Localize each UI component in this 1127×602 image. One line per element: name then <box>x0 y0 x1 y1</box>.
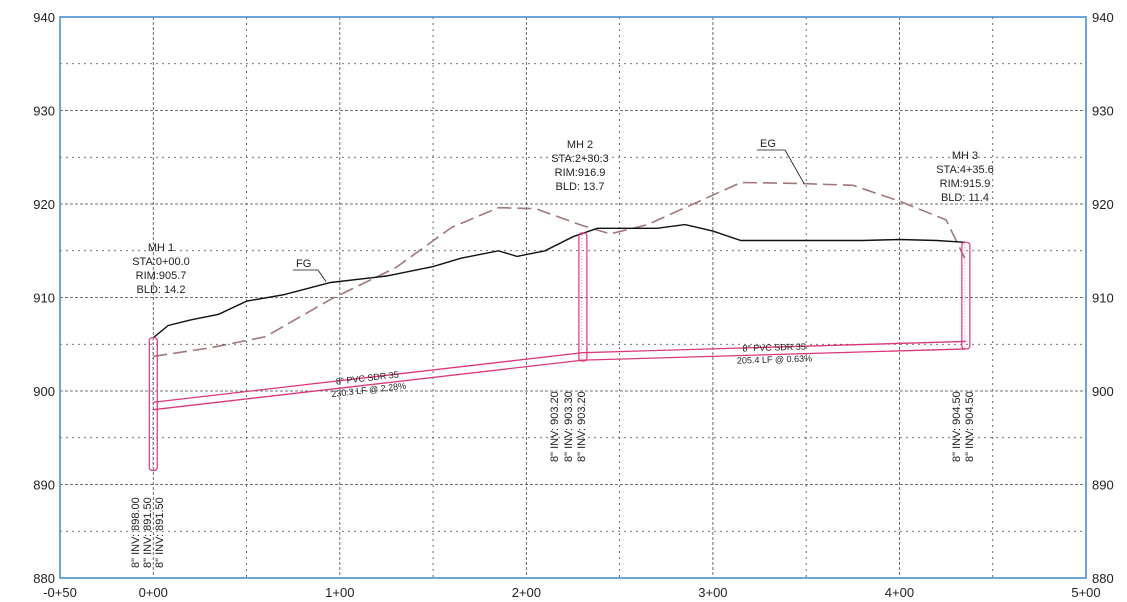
invert-label: 8" INV: 904.50 <box>964 391 976 462</box>
y-tick-label-right: 910 <box>1092 291 1114 306</box>
eg-label: EG <box>760 138 776 150</box>
y-tick-label-left: 900 <box>33 384 55 399</box>
y-tick-label-left: 920 <box>33 197 55 212</box>
x-tick-label: 0+00 <box>139 585 168 600</box>
pipe-label-spec: 8" PVC SDR 35 <box>742 342 806 354</box>
pipe-line <box>582 348 966 361</box>
manhole-bld: BLD: 11.4 <box>941 192 989 204</box>
invert-label: 8" INV: 904.50 <box>951 391 963 462</box>
fg-label: FG <box>296 258 311 270</box>
x-tick-label: -0+50 <box>43 585 77 600</box>
x-tick-label: 1+00 <box>325 585 354 600</box>
y-tick-label-left: 880 <box>33 571 55 586</box>
invert-label: 8" INV: 898.00 <box>130 497 142 568</box>
invert-label: 8" INV: 891.50 <box>142 497 154 568</box>
invert-label: 8" INV: 891.50 <box>154 497 166 568</box>
pipe-line <box>153 359 583 411</box>
manhole-name: MH 1 <box>148 242 174 254</box>
manhole-station: STA:0+00.0 <box>132 256 190 268</box>
manholes-group <box>148 232 971 472</box>
plot-frame <box>59 16 1087 579</box>
x-tick-label: 2+00 <box>512 585 541 600</box>
existing-grade-line <box>153 181 966 358</box>
y-tick-label-right: 880 <box>1092 571 1114 586</box>
y-tick-label-right: 920 <box>1092 197 1114 212</box>
manhole-structure <box>148 337 158 472</box>
manhole-bld: BLD: 14.2 <box>137 284 186 296</box>
manhole-structure <box>961 241 971 350</box>
manhole-structure <box>578 232 588 362</box>
y-tick-label-right: 930 <box>1092 104 1114 119</box>
fg-leader <box>317 269 327 282</box>
manhole-name: MH 2 <box>567 139 593 151</box>
existing-grade-group <box>153 181 966 358</box>
finished-grade-line <box>152 223 965 339</box>
labels-group: MH 1 STA:0+00.0 RIM:905.7 BLD: 14.2 MH 2 STA:… <box>130 138 994 568</box>
manhole-rim: RIM:916.9 <box>555 167 606 179</box>
pipe-line <box>582 340 966 354</box>
x-tick-label: 4+00 <box>885 585 914 600</box>
invert-label: 8" INV: 903.20 <box>576 391 588 462</box>
y-tick-label-right: 890 <box>1092 478 1114 493</box>
x-tick-label: 5+00 <box>1071 585 1100 600</box>
x-axis-ticks: -0+50 0+00 1+00 2+00 3+00 4+00 5+00 <box>43 585 1100 600</box>
x-tick-label: 3+00 <box>698 585 727 600</box>
y-axis-ticks: 940 930 920 910 900 890 880 940 930 920 910 900 890 8… <box>33 10 1113 586</box>
pipe-line <box>153 352 583 403</box>
pipe-label-length: 205.4 LF @ 0.63% <box>737 353 812 365</box>
invert-label: 8" INV: 903.20 <box>549 391 561 462</box>
manhole-rim: RIM:915.9 <box>940 178 991 190</box>
manhole-station: STA:2+30.3 <box>551 153 609 165</box>
y-tick-label-left: 910 <box>33 291 55 306</box>
manhole-station: STA:4+35.6 <box>936 164 994 176</box>
manhole-rim: RIM:905.7 <box>136 270 187 282</box>
y-tick-label-left: 940 <box>33 10 55 25</box>
manhole-name: MH 3 <box>952 150 978 162</box>
y-tick-label-right: 900 <box>1092 384 1114 399</box>
invert-label: 8" INV: 903.30 <box>563 391 575 462</box>
manhole-bld: BLD: 13.7 <box>556 181 605 193</box>
finished-grade-group <box>152 223 965 339</box>
y-tick-label-left: 930 <box>33 104 55 119</box>
y-tick-label-right: 940 <box>1092 10 1114 25</box>
y-tick-label-left: 890 <box>33 478 55 493</box>
eg-leader <box>784 149 805 184</box>
grid <box>60 17 1086 578</box>
